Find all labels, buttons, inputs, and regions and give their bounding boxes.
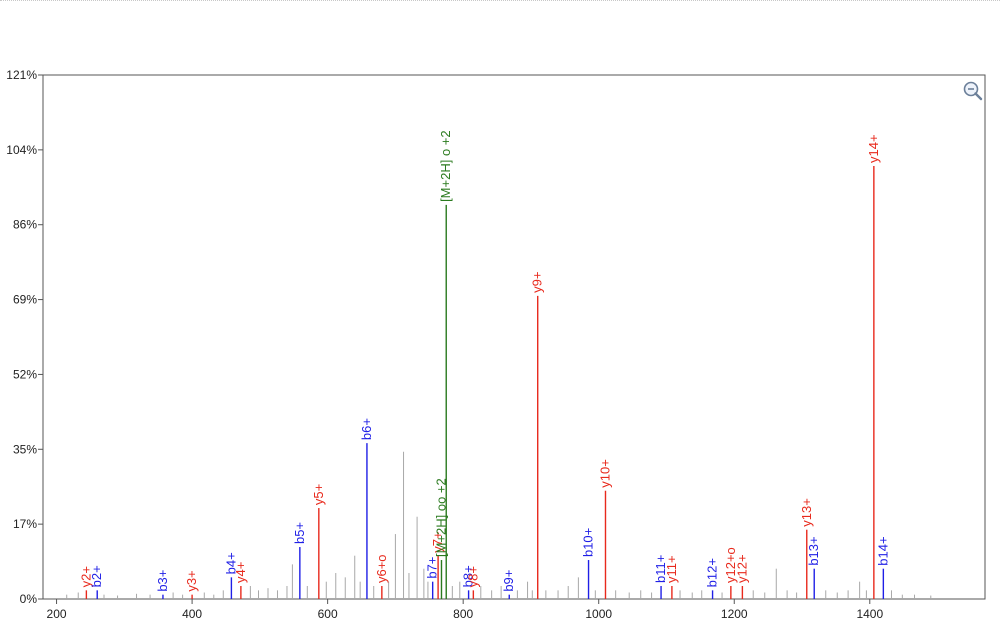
peak-label-b12+: b12+ xyxy=(705,558,720,587)
peak-label-y12+o: y12+o xyxy=(723,547,738,583)
peak-label-b4+: b4+ xyxy=(223,552,238,574)
annotated-peaks xyxy=(85,165,885,599)
y-tick-label: 104% xyxy=(6,143,37,157)
peak-label-y3+: y3+ xyxy=(184,570,199,591)
top-dotted-rule xyxy=(0,0,1000,1)
peak-label-[M+2H] o +2: [M+2H] o +2 xyxy=(438,130,453,202)
x-tick-label: 800 xyxy=(453,607,473,621)
peak-label-y6+o: y6+o xyxy=(374,554,389,583)
x-tick-label: 1400 xyxy=(856,607,883,621)
y-tick-label: 86% xyxy=(13,218,37,232)
plot-frame xyxy=(42,74,986,600)
x-tick-label: 400 xyxy=(182,607,202,621)
y-tick-label: 0% xyxy=(20,592,38,606)
peak-label-y2+: y2+ xyxy=(78,566,93,587)
peak-labels: y2+b2+ b3+ y3+b4+y4+b5+y5+b6+y6+o b7+y7+[M+… xyxy=(78,130,890,591)
peak-label-b11+: b11+ xyxy=(653,555,668,583)
y-tick-label: 17% xyxy=(13,517,37,531)
peak-label-b2+: b2+ xyxy=(89,565,104,587)
peak-label-b7+: b7+ xyxy=(425,557,440,579)
peak-label-y5+: y5+ xyxy=(311,484,326,505)
axes: 0% 17% 35% 52% 69% 86% 104% 121% 200 400 600 800 100… xyxy=(6,68,986,621)
peak-label-b13+: b13+ xyxy=(806,536,821,565)
peak-label-b3+: b3+ xyxy=(155,570,170,592)
y-tick-label: 35% xyxy=(13,442,37,456)
peak-label-y4+: y4+ xyxy=(233,562,248,583)
peak-label-y7+: y7+ xyxy=(430,531,445,552)
y-tick-label: 121% xyxy=(6,68,37,82)
y-tick-label: 52% xyxy=(13,367,37,381)
peak-label-b5+: b5+ xyxy=(292,522,307,544)
x-tick-label: 1200 xyxy=(721,607,748,621)
peak-label-b6+: b6+ xyxy=(359,418,374,440)
peak-label-b14+: b14+ xyxy=(875,536,890,565)
peak-label-y13+: y13+ xyxy=(799,498,814,527)
peak-label-y12+: y12+ xyxy=(734,554,749,583)
x-tick-label: 200 xyxy=(47,607,67,621)
peak-label-[M+2H] oo +2: [M+2H] oo +2 xyxy=(433,478,448,557)
peak-label-y10+: y10+ xyxy=(597,459,612,488)
peak-label-y14+: y14+ xyxy=(866,134,881,163)
peak-label-b9+: b9+ xyxy=(501,570,516,592)
peak-label-y9+: y9+ xyxy=(530,272,545,293)
x-tick-label: 1000 xyxy=(585,607,612,621)
unassigned-peaks xyxy=(66,451,932,599)
peak-label-y8+: y8+ xyxy=(465,566,480,587)
zoom-out-icon[interactable] xyxy=(962,80,984,102)
peak-label-y11+: y11+ xyxy=(664,555,679,583)
peak-label-b10+: b10+ xyxy=(581,528,596,557)
x-tick-label: 600 xyxy=(318,607,338,621)
peak-label-b8+: b8+ xyxy=(461,565,476,587)
y-tick-label: 69% xyxy=(13,293,37,307)
